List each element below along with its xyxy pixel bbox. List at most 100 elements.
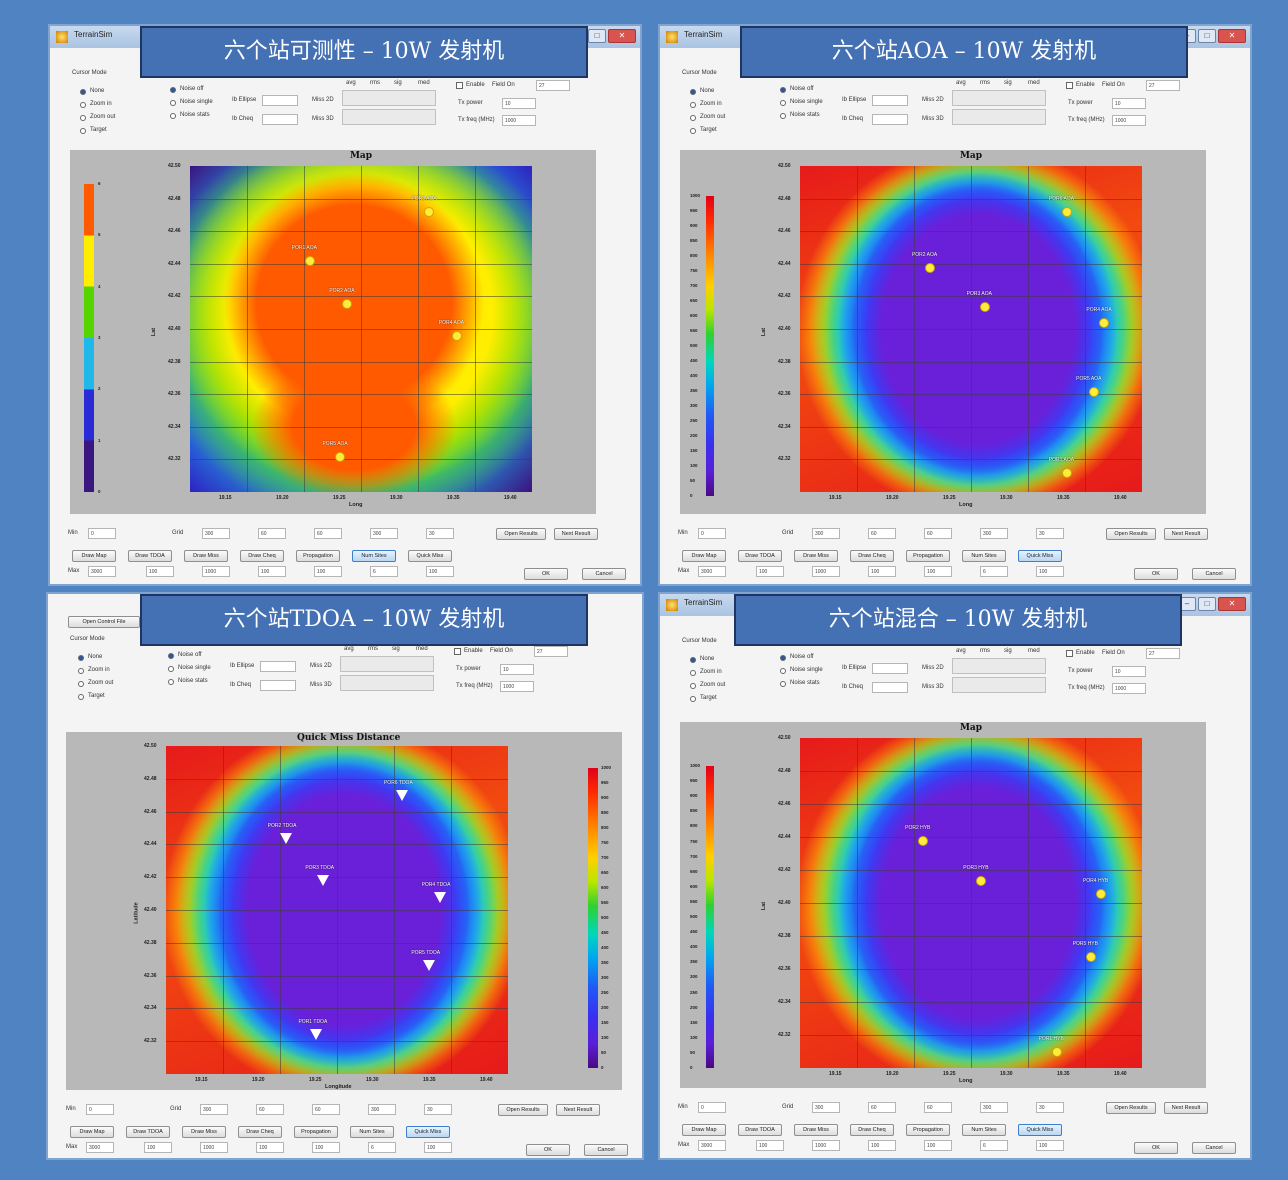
action-button[interactable]: Propagation <box>296 550 340 562</box>
action-button[interactable]: Quick Miss <box>1018 550 1062 562</box>
enable-checkbox[interactable] <box>1066 82 1073 89</box>
value-row-input[interactable]: 100 <box>424 1142 452 1153</box>
max-input[interactable]: 3000 <box>698 566 726 577</box>
tx-power-input[interactable]: 10 <box>500 664 534 675</box>
action-button[interactable]: Propagation <box>294 1126 338 1138</box>
grid-row-input[interactable]: 60 <box>868 528 896 539</box>
grid-row-input[interactable]: 300 <box>812 1102 840 1113</box>
station-marker-icon[interactable] <box>335 451 346 462</box>
max-input[interactable]: 3000 <box>698 1140 726 1151</box>
action-button[interactable]: Draw TDOA <box>738 1124 782 1136</box>
cursor-mode-radio[interactable] <box>690 102 696 108</box>
max-input[interactable]: 3000 <box>86 1142 114 1153</box>
station-marker-icon[interactable] <box>1051 1047 1062 1058</box>
grid-row-input[interactable]: 300 <box>370 528 398 539</box>
action-button[interactable]: Num Sites <box>352 550 396 562</box>
grid-row-input[interactable]: 60 <box>924 1102 952 1113</box>
ok-button[interactable]: OK <box>1134 1142 1178 1154</box>
ellipse-field[interactable] <box>872 95 908 106</box>
action-button[interactable]: Draw Miss <box>794 1124 838 1136</box>
cancel-button[interactable]: Cancel <box>584 1144 628 1156</box>
grid-row-input[interactable]: 60 <box>314 528 342 539</box>
noise-mode-radio[interactable] <box>170 113 176 119</box>
field-on-input[interactable]: 27 <box>1146 648 1180 659</box>
cursor-mode-radio[interactable] <box>690 128 696 134</box>
grid-row-input[interactable]: 300 <box>980 528 1008 539</box>
station-marker-icon[interactable] <box>342 298 353 309</box>
noise-mode-radio[interactable] <box>168 653 174 659</box>
enable-checkbox[interactable] <box>1066 650 1073 657</box>
cursor-mode-radio[interactable] <box>78 694 84 700</box>
max-input[interactable]: 3000 <box>88 566 116 577</box>
value-row-input[interactable]: 1000 <box>812 1140 840 1151</box>
station-marker-icon[interactable] <box>310 1029 323 1041</box>
heatmap-area[interactable]: POR1 TDOA POR2 TDOA POR3 TDOA POR4 TDOA POR5… <box>166 746 508 1074</box>
close-icon[interactable]: ✕ <box>1218 597 1246 611</box>
action-button[interactable]: Draw Cheq <box>240 550 284 562</box>
grid-row-input[interactable]: 300 <box>368 1104 396 1115</box>
station-marker-icon[interactable] <box>1089 386 1100 397</box>
next-result-button[interactable]: Next Result <box>556 1104 600 1116</box>
cheq-field[interactable] <box>872 114 908 125</box>
station-marker-icon[interactable] <box>423 960 436 972</box>
tx-power-input[interactable]: 10 <box>502 98 536 109</box>
action-button[interactable]: Draw TDOA <box>738 550 782 562</box>
action-button[interactable]: Propagation <box>906 1124 950 1136</box>
cursor-mode-radio[interactable] <box>78 681 84 687</box>
tx-power-input[interactable]: 10 <box>1112 666 1146 677</box>
noise-mode-radio[interactable] <box>780 668 786 674</box>
value-row-input[interactable]: 100 <box>924 1140 952 1151</box>
value-row-input[interactable]: 6 <box>980 566 1008 577</box>
grid-row-input[interactable]: 60 <box>258 528 286 539</box>
value-row-input[interactable]: 100 <box>924 566 952 577</box>
open-results-button[interactable]: Open Results <box>496 528 546 540</box>
cursor-mode-radio[interactable] <box>80 102 86 108</box>
station-marker-icon[interactable] <box>918 836 929 846</box>
value-row-input[interactable]: 100 <box>868 566 896 577</box>
cursor-mode-radio[interactable] <box>80 115 86 121</box>
tx-freq-input[interactable]: 1000 <box>502 115 536 126</box>
cancel-button[interactable]: Cancel <box>1192 1142 1236 1154</box>
action-button[interactable]: Draw Cheq <box>238 1126 282 1138</box>
grid-row-input[interactable]: 300 <box>980 1102 1008 1113</box>
action-button[interactable]: Draw TDOA <box>126 1126 170 1138</box>
grid-row-input[interactable]: 60 <box>312 1104 340 1115</box>
heatmap-area[interactable]: POR1 HYB POR2 HYB POR3 HYB POR4 HYB POR5 HYB <box>800 738 1142 1068</box>
station-marker-icon[interactable] <box>424 207 435 218</box>
station-marker-icon[interactable] <box>979 301 990 312</box>
action-button[interactable]: Quick Miss <box>406 1126 450 1138</box>
heatmap-area[interactable]: POR1 AOA POR2 AOA POR3 AOA POR4 AOA POR5 AOA… <box>800 166 1142 492</box>
station-marker-icon[interactable] <box>433 891 446 903</box>
enable-checkbox[interactable] <box>456 82 463 89</box>
cursor-mode-radio[interactable] <box>690 683 696 689</box>
action-button[interactable]: Num Sites <box>962 1124 1006 1136</box>
tx-freq-input[interactable]: 1000 <box>1112 115 1146 126</box>
grid-row-input[interactable]: 300 <box>200 1104 228 1115</box>
action-button[interactable]: Draw TDOA <box>128 550 172 562</box>
station-marker-icon[interactable] <box>976 875 987 886</box>
cursor-mode-radio[interactable] <box>80 89 86 95</box>
cursor-mode-radio[interactable] <box>80 128 86 134</box>
value-row-input[interactable]: 1000 <box>202 566 230 577</box>
value-row-input[interactable]: 100 <box>144 1142 172 1153</box>
station-marker-icon[interactable] <box>451 331 462 342</box>
noise-mode-radio[interactable] <box>168 679 174 685</box>
grid-row-input[interactable]: 300 <box>202 528 230 539</box>
noise-mode-radio[interactable] <box>170 100 176 106</box>
cancel-button[interactable]: Cancel <box>1192 568 1236 580</box>
action-button[interactable]: Num Sites <box>350 1126 394 1138</box>
cursor-mode-radio[interactable] <box>690 89 696 95</box>
field-on-input[interactable]: 27 <box>536 80 570 91</box>
value-row-input[interactable]: 1000 <box>200 1142 228 1153</box>
action-button[interactable]: Draw Miss <box>794 550 838 562</box>
grid-row-input[interactable]: 30 <box>1036 528 1064 539</box>
value-row-input[interactable]: 100 <box>426 566 454 577</box>
action-button[interactable]: Propagation <box>906 550 950 562</box>
min-input[interactable]: 0 <box>698 528 726 539</box>
ok-button[interactable]: OK <box>526 1144 570 1156</box>
value-row-input[interactable]: 100 <box>256 1142 284 1153</box>
action-button[interactable]: Quick Miss <box>1018 1124 1062 1136</box>
tx-freq-input[interactable]: 1000 <box>500 681 534 692</box>
value-row-input[interactable]: 100 <box>868 1140 896 1151</box>
maximize-icon[interactable]: □ <box>1198 597 1216 611</box>
